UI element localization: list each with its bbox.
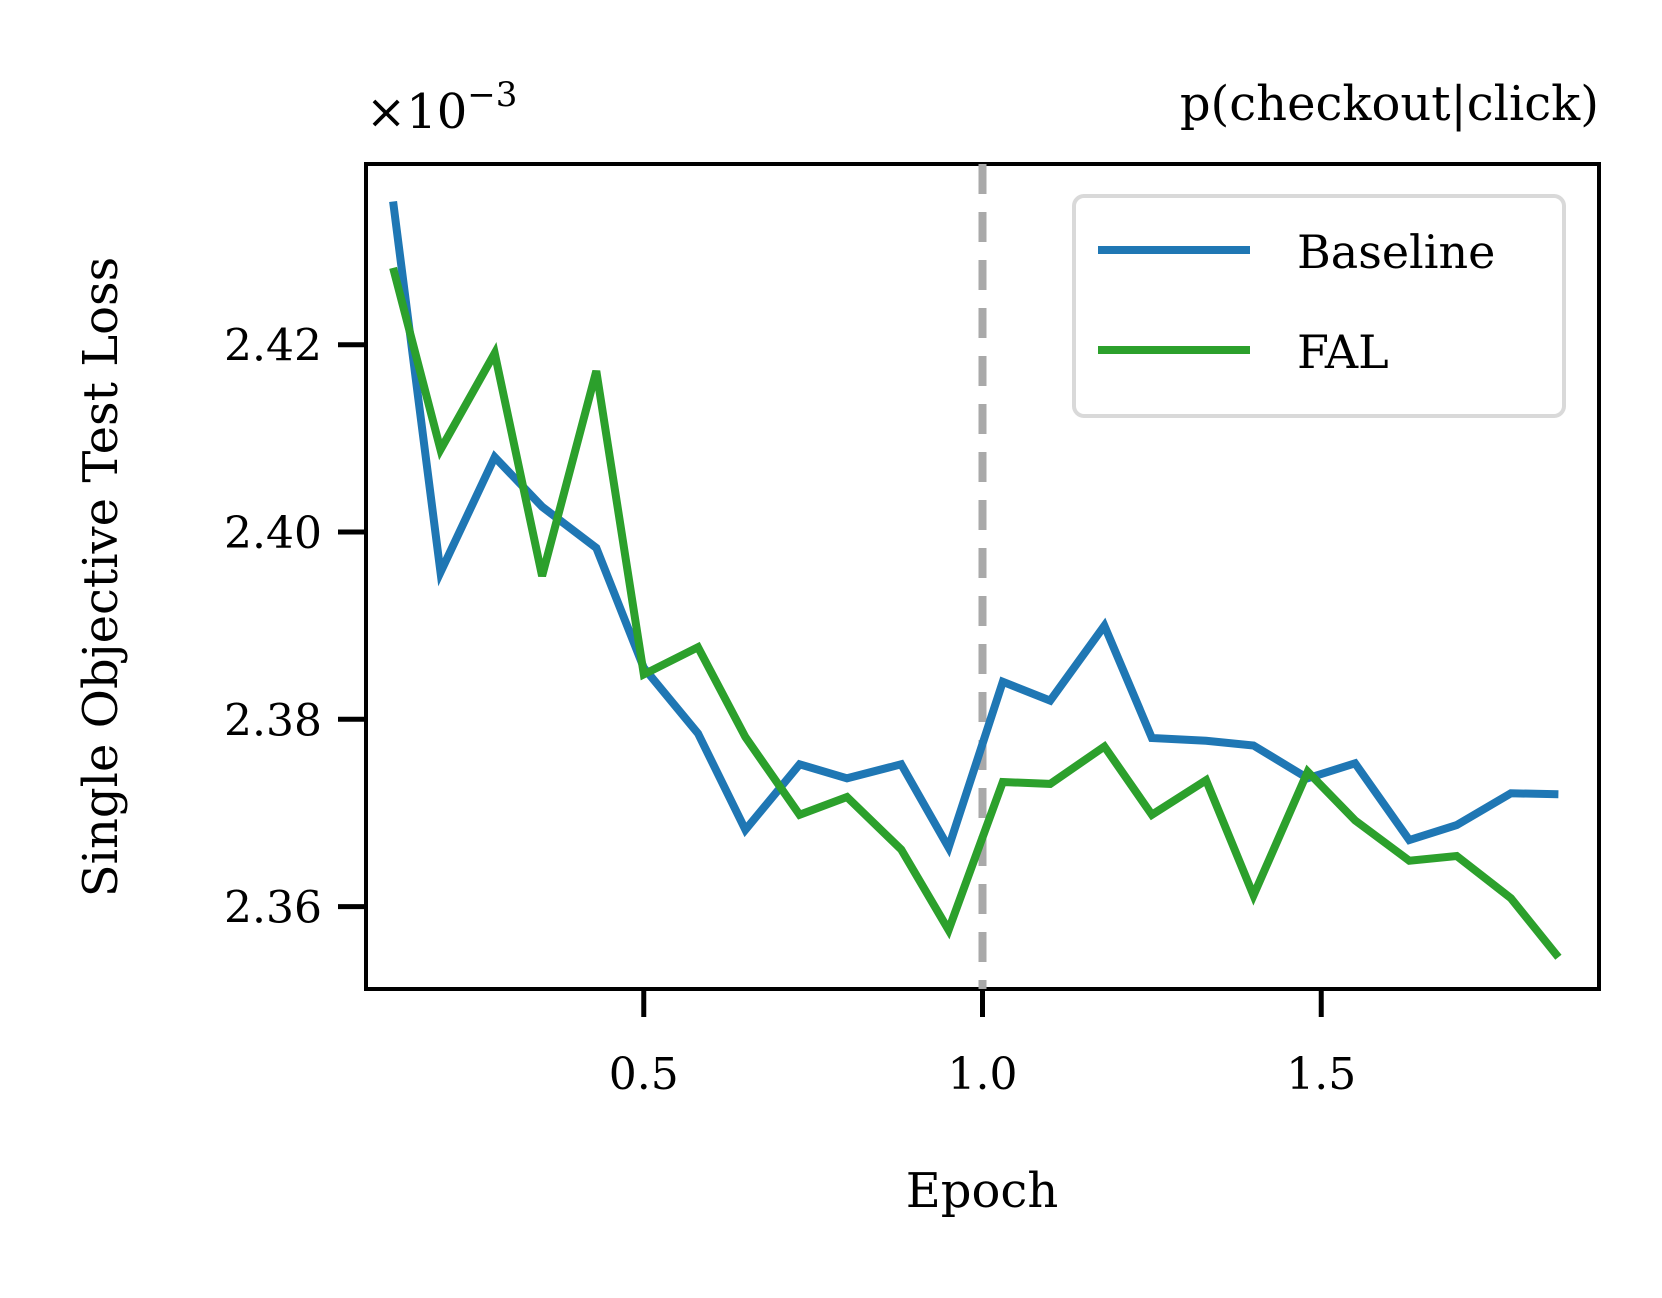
- legend-label-fal: FAL: [1297, 325, 1389, 379]
- legend: Baseline FAL: [1072, 194, 1566, 418]
- y-tick-label: 2.42: [224, 321, 322, 372]
- series-layer: [389, 200, 1562, 960]
- tick-layer: 0.5 1.0 1.5 2.36 2.38 2.40 2.42: [224, 321, 1356, 1100]
- y-tick-label: 2.36: [224, 883, 322, 934]
- series-line-baseline: [389, 200, 1559, 858]
- x-tick-label: 1.5: [1286, 1049, 1356, 1100]
- y-axis-title: Single Objective Test Loss: [73, 257, 129, 897]
- y-tick-label: 2.38: [224, 695, 322, 746]
- x-axis-title: Epoch: [906, 1163, 1058, 1219]
- offset-base: ×10: [366, 84, 467, 140]
- x-tick-label: 0.5: [609, 1049, 679, 1100]
- y-axis-offset-text: ×10−3: [366, 75, 517, 140]
- legend-label-baseline: Baseline: [1297, 225, 1495, 279]
- chart-title: p(checkout|click): [1180, 76, 1599, 132]
- series-line-fal: [389, 266, 1562, 960]
- y-tick-label: 2.40: [224, 508, 322, 559]
- x-tick-label: 1.0: [948, 1049, 1018, 1100]
- offset-exponent: −3: [467, 75, 517, 115]
